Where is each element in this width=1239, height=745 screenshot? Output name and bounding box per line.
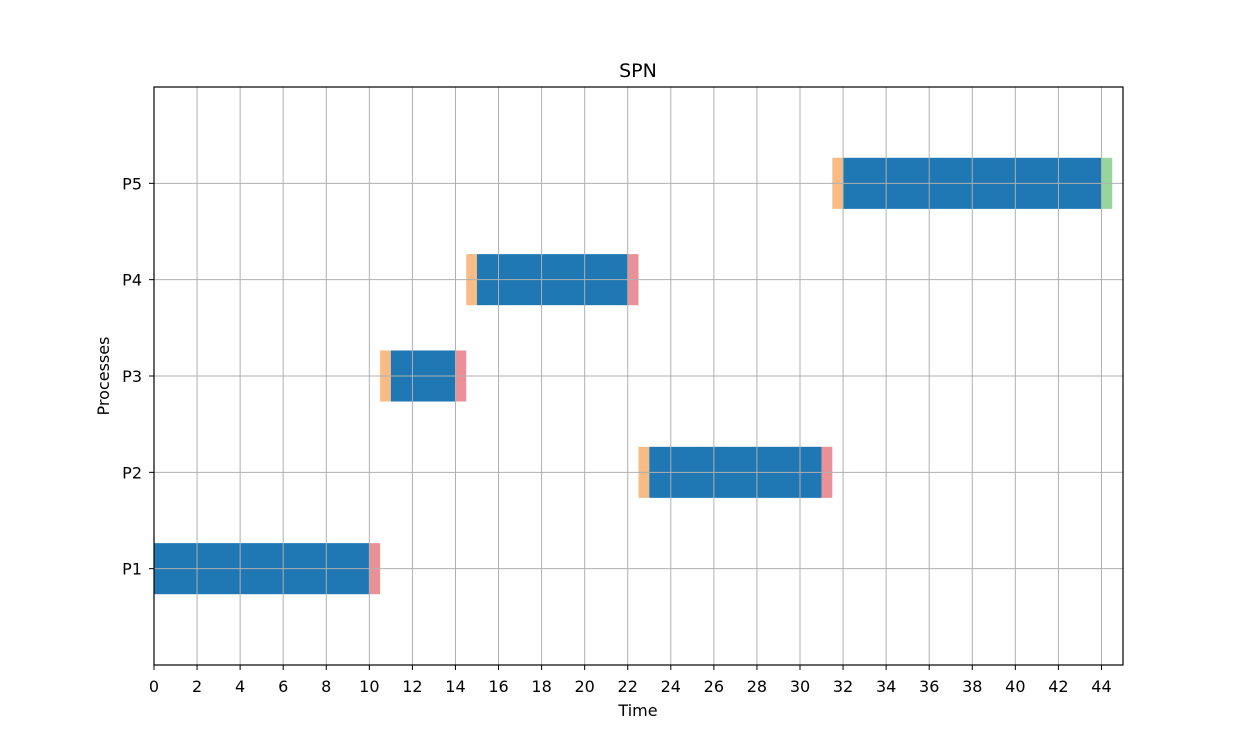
x-tick-label: 10 — [359, 677, 379, 696]
x-tick-label: 16 — [488, 677, 508, 696]
x-tick-label: 20 — [574, 677, 594, 696]
x-tick-label: 22 — [618, 677, 638, 696]
y-tick-label: P3 — [122, 367, 142, 386]
x-tick-label: 26 — [704, 677, 724, 696]
x-tick-label: 42 — [1048, 677, 1068, 696]
x-tick-label: 32 — [833, 677, 853, 696]
x-axis-label: Time — [617, 701, 657, 720]
chart-title: SPN — [619, 60, 657, 82]
x-tick-label: 28 — [747, 677, 767, 696]
x-tick-label: 0 — [149, 677, 159, 696]
x-tick-label: 18 — [531, 677, 551, 696]
y-tick-label: P1 — [122, 560, 142, 579]
x-tick-label: 38 — [962, 677, 982, 696]
y-tick-label: P2 — [122, 463, 142, 482]
grid-lines — [153, 87, 1123, 665]
x-tick-label: 2 — [192, 677, 202, 696]
x-tick-label: 40 — [1005, 677, 1025, 696]
y-axis-ticks: P1 P2 P3 P4 P5 — [122, 174, 154, 579]
x-tick-label: 6 — [278, 677, 288, 696]
x-tick-label: 44 — [1091, 677, 1111, 696]
x-tick-label: 14 — [445, 677, 465, 696]
x-tick-label: 24 — [661, 677, 681, 696]
x-axis-ticks: 0 2 4 6 8 10 12 14 16 18 20 22 24 26 28 30 32 34 36 38 40 42 4… — [149, 665, 1112, 696]
x-tick-label: 8 — [321, 677, 331, 696]
x-tick-label: 12 — [402, 677, 422, 696]
x-tick-label: 36 — [919, 677, 939, 696]
x-tick-label: 30 — [790, 677, 810, 696]
y-tick-label: P5 — [122, 174, 142, 193]
x-tick-label: 34 — [876, 677, 896, 696]
y-tick-label: P4 — [122, 271, 142, 290]
y-axis-label: Processes — [94, 337, 113, 416]
x-tick-label: 4 — [235, 677, 245, 696]
